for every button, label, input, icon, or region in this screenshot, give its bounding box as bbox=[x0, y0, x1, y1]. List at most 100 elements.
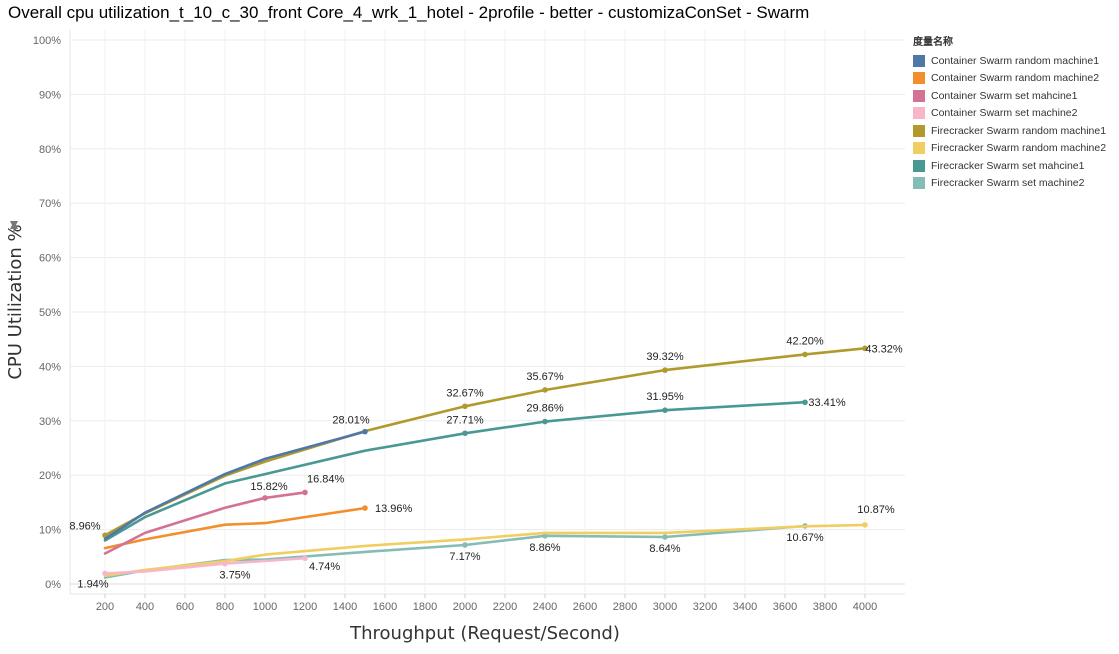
legend-label: Container Swarm random machine1 bbox=[931, 54, 1100, 67]
data-point[interactable] bbox=[462, 430, 468, 437]
legend-swatch bbox=[913, 177, 925, 190]
series-line[interactable] bbox=[103, 430, 367, 541]
x-axis-title: Throughput (Request/Second) bbox=[349, 623, 620, 644]
series-container-swarm-set-mahcine1 bbox=[103, 489, 308, 555]
data-label: 1.94% bbox=[77, 578, 108, 590]
data-label: 8.96% bbox=[69, 520, 100, 532]
pin-icon-head bbox=[10, 221, 18, 229]
data-label: 29.86% bbox=[526, 403, 564, 415]
data-label: 31.95% bbox=[646, 391, 684, 403]
chart-title: Overall cpu utilization_t_10_c_30_front … bbox=[8, 3, 810, 22]
y-tick-label: 0% bbox=[45, 579, 61, 591]
data-point[interactable] bbox=[462, 403, 468, 410]
data-point[interactable] bbox=[302, 555, 308, 562]
series-firecracker-swarm-set-mahcine1 bbox=[103, 399, 808, 542]
legend-swatch bbox=[913, 54, 925, 67]
legend-swatch bbox=[913, 107, 925, 120]
data-label: 8.64% bbox=[649, 543, 680, 555]
legend-label: Firecracker Swarm set machine2 bbox=[931, 177, 1085, 190]
data-point[interactable] bbox=[302, 489, 308, 496]
data-label: 27.71% bbox=[446, 414, 484, 426]
legend-label: Container Swarm set mahcine1 bbox=[931, 89, 1078, 102]
data-label: 10.87% bbox=[857, 504, 895, 516]
data-label: 7.17% bbox=[449, 551, 480, 563]
data-point[interactable] bbox=[542, 418, 548, 425]
legend-swatch bbox=[913, 124, 925, 137]
legend-item[interactable]: Container Swarm set machine2 bbox=[913, 105, 1106, 123]
legend-item[interactable]: Container Swarm random machine2 bbox=[913, 70, 1106, 88]
series-line[interactable] bbox=[103, 506, 367, 550]
data-label: 42.20% bbox=[786, 335, 824, 347]
data-label: 43.32% bbox=[865, 343, 903, 355]
series-line[interactable] bbox=[103, 556, 307, 575]
data-point[interactable] bbox=[802, 351, 808, 358]
legend-label: Firecracker Swarm random machine2 bbox=[931, 142, 1107, 155]
legend-swatch bbox=[913, 89, 925, 102]
x-tick-label: 1600 bbox=[373, 601, 397, 613]
series-container-swarm-random-machine2 bbox=[103, 505, 368, 550]
data-point[interactable] bbox=[802, 399, 808, 406]
data-point[interactable] bbox=[262, 495, 268, 501]
legend-title: 度量名称 bbox=[913, 37, 953, 48]
y-tick-label: 60% bbox=[39, 253, 61, 265]
legend-label: Firecracker Swarm random machine1 bbox=[931, 124, 1107, 137]
x-tick-label: 2000 bbox=[453, 601, 477, 613]
data-label: 13.96% bbox=[375, 503, 413, 515]
legend-items: Container Swarm random machine1 Container… bbox=[913, 52, 1106, 192]
x-tick-label: 2800 bbox=[613, 601, 637, 613]
data-label: 15.82% bbox=[250, 481, 288, 493]
legend-item[interactable]: Container Swarm set mahcine1 bbox=[913, 87, 1106, 105]
data-point[interactable] bbox=[662, 367, 668, 373]
pin-icon[interactable] bbox=[10, 221, 18, 234]
legend-item[interactable]: Firecracker Swarm set mahcine1 bbox=[913, 157, 1106, 175]
data-point[interactable] bbox=[862, 522, 868, 528]
data-point[interactable] bbox=[662, 407, 668, 413]
legend-swatch bbox=[913, 159, 925, 172]
series-line[interactable] bbox=[103, 400, 807, 542]
data-point[interactable] bbox=[222, 560, 228, 567]
gridlines bbox=[69, 30, 905, 595]
x-tick-label: 1000 bbox=[253, 601, 277, 613]
data-point[interactable] bbox=[542, 387, 548, 393]
x-tick-label: 2200 bbox=[493, 601, 517, 613]
legend-item[interactable]: Firecracker Swarm set machine2 bbox=[913, 175, 1106, 193]
data-point[interactable] bbox=[462, 542, 468, 548]
legend-label: Firecracker Swarm set mahcine1 bbox=[931, 159, 1085, 172]
data-label: 3.75% bbox=[219, 570, 250, 582]
x-tick-label: 3600 bbox=[773, 601, 797, 613]
data-point[interactable] bbox=[102, 570, 108, 577]
data-label: 39.32% bbox=[646, 351, 684, 363]
x-tick-label: 600 bbox=[176, 601, 194, 613]
series-line[interactable] bbox=[103, 491, 307, 555]
y-tick-label: 20% bbox=[39, 470, 61, 482]
data-point[interactable] bbox=[662, 534, 668, 540]
x-tick-label: 4000 bbox=[853, 601, 877, 613]
x-tick-label: 3800 bbox=[813, 601, 837, 613]
data-point[interactable] bbox=[862, 345, 868, 352]
series-firecracker-swarm-random-machine2 bbox=[103, 522, 868, 578]
data-label: 33.41% bbox=[808, 397, 846, 409]
x-tick-label: 1400 bbox=[333, 601, 357, 613]
data-point[interactable] bbox=[542, 533, 548, 539]
series-line[interactable] bbox=[103, 523, 867, 578]
series-container-swarm-random-machine1 bbox=[103, 428, 368, 541]
data-point[interactable] bbox=[362, 428, 368, 435]
data-labels: 28.01% 13.96% 15.82% 16.84% 1.94% 3.75% 4.74% 8… bbox=[69, 335, 902, 590]
legend-swatch bbox=[913, 142, 925, 155]
x-tick-label: 1800 bbox=[413, 601, 437, 613]
y-tick-label: 30% bbox=[39, 416, 61, 428]
legend-item[interactable]: Firecracker Swarm random machine1 bbox=[913, 122, 1106, 140]
x-tick-label: 800 bbox=[216, 601, 234, 613]
y-tick-label: 70% bbox=[39, 198, 61, 210]
series-line[interactable] bbox=[103, 346, 867, 537]
y-tick-label: 10% bbox=[39, 525, 61, 537]
x-tick-label: 200 bbox=[96, 601, 114, 613]
data-label: 32.67% bbox=[446, 387, 484, 399]
legend-item[interactable]: Container Swarm random machine1 bbox=[913, 52, 1106, 70]
y-tick-label: 80% bbox=[39, 144, 61, 156]
data-point[interactable] bbox=[362, 505, 368, 511]
y-axis-title: CPU Utilization % bbox=[5, 224, 26, 379]
legend-item[interactable]: Firecracker Swarm random machine2 bbox=[913, 140, 1106, 158]
x-tick-label: 3200 bbox=[693, 601, 717, 613]
y-tick-label: 50% bbox=[39, 307, 61, 319]
